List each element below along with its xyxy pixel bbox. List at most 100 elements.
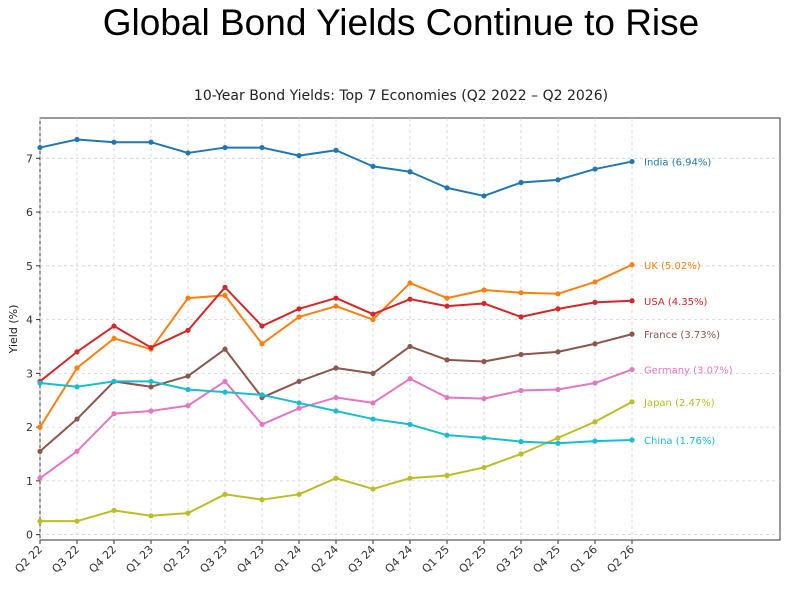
- data-point: [407, 343, 413, 350]
- data-point: [37, 144, 43, 151]
- data-point: [370, 486, 376, 492]
- data-point: [407, 421, 413, 428]
- series-china: China (1.76%): [37, 378, 715, 447]
- data-point: [629, 437, 635, 443]
- x-tick-label: Q4 24: [382, 543, 415, 576]
- data-point: [37, 380, 43, 386]
- grid-lines: [39, 118, 780, 540]
- data-point: [148, 378, 154, 385]
- data-point: [222, 491, 228, 497]
- data-point: [37, 448, 43, 454]
- page-title: Global Bond Yields Continue to Rise: [102, 2, 700, 43]
- y-axis-ticks: 0 1 2 3 4 5 6 7: [26, 152, 40, 542]
- series-end-label: UK (5.02%): [644, 261, 701, 272]
- data-point: [333, 475, 339, 481]
- data-point: [555, 291, 561, 297]
- x-tick-label: Q2 23: [160, 543, 193, 576]
- data-point: [111, 411, 117, 417]
- data-point: [148, 513, 154, 519]
- data-point: [222, 346, 228, 352]
- data-point: [481, 396, 487, 402]
- data-point: [37, 475, 43, 481]
- data-point: [296, 405, 302, 411]
- data-point: [629, 331, 635, 337]
- data-point: [592, 166, 598, 172]
- x-tick-label: Q3 22: [49, 543, 82, 576]
- data-point: [185, 327, 191, 333]
- data-point: [37, 518, 43, 524]
- data-point: [259, 497, 265, 503]
- x-tick-label: Q3 23: [197, 543, 230, 576]
- data-point: [74, 448, 80, 454]
- data-point: [444, 303, 450, 309]
- data-point: [370, 316, 376, 323]
- data-point: [185, 373, 191, 379]
- data-point: [148, 139, 154, 145]
- x-axis-ticks: Q2 22 Q3 22 Q4 22 Q1 23 Q2 23 Q3 23 Q4 23 Q1 24…: [12, 540, 637, 576]
- data-point: [185, 150, 191, 156]
- y-tick-label: 6: [26, 206, 33, 219]
- data-point: [629, 366, 635, 373]
- data-point: [333, 365, 339, 371]
- data-point: [518, 439, 524, 445]
- x-tick-label: Q1 25: [419, 543, 452, 576]
- data-point: [629, 399, 635, 405]
- series-end-label: Japan (2.47%): [643, 398, 715, 409]
- x-tick-label: Q1 26: [567, 543, 600, 576]
- y-tick-label: 1: [26, 475, 33, 488]
- data-point: [518, 451, 524, 457]
- y-axis-label: Yield (%): [7, 305, 20, 355]
- data-point: [259, 144, 265, 151]
- data-point: [185, 403, 191, 409]
- data-point: [518, 351, 524, 358]
- data-point: [518, 314, 524, 320]
- series-india: India (6.94%): [37, 136, 711, 199]
- data-point: [407, 296, 413, 302]
- data-point: [370, 370, 376, 376]
- y-tick-label: 4: [26, 314, 33, 327]
- x-tick-label: Q3 25: [493, 543, 526, 576]
- data-point: [370, 400, 376, 406]
- series-usa: USA (4.35%): [37, 284, 708, 385]
- data-point: [296, 378, 302, 385]
- data-point: [259, 392, 265, 398]
- data-point: [444, 432, 450, 438]
- data-point: [296, 400, 302, 406]
- data-point: [481, 464, 487, 471]
- data-point: [296, 491, 302, 497]
- data-point: [407, 280, 413, 286]
- series-end-label: Germany (3.07%): [644, 366, 733, 377]
- data-point: [407, 169, 413, 175]
- x-tick-label: Q4 25: [530, 543, 563, 576]
- data-point: [555, 386, 561, 393]
- x-tick-label: Q2 24: [308, 543, 341, 576]
- data-point: [333, 394, 339, 401]
- series-end-label: India (6.94%): [644, 158, 711, 169]
- series-end-label: China (1.76%): [644, 436, 715, 447]
- data-point: [518, 387, 524, 394]
- y-tick-label: 7: [26, 152, 33, 165]
- data-point: [111, 323, 117, 329]
- data-point: [185, 510, 191, 516]
- data-point: [296, 306, 302, 312]
- x-tick-label: Q1 24: [271, 543, 304, 576]
- data-point: [370, 311, 376, 317]
- data-point: [74, 136, 80, 143]
- data-point: [629, 298, 635, 304]
- data-point: [592, 341, 598, 347]
- data-point: [222, 378, 228, 385]
- data-point: [296, 153, 302, 159]
- data-point: [444, 295, 450, 301]
- x-tick-label: Q2 25: [456, 543, 489, 576]
- data-point: [592, 299, 598, 305]
- series-france: France (3.73%): [37, 330, 720, 454]
- data-point: [481, 300, 487, 307]
- data-point: [74, 349, 80, 355]
- x-tick-label: Q2 22: [12, 543, 45, 576]
- data-point: [333, 408, 339, 414]
- y-tick-label: 2: [26, 421, 33, 434]
- data-point: [592, 279, 598, 285]
- data-point: [407, 475, 413, 481]
- series-germany: Germany (3.07%): [37, 366, 733, 481]
